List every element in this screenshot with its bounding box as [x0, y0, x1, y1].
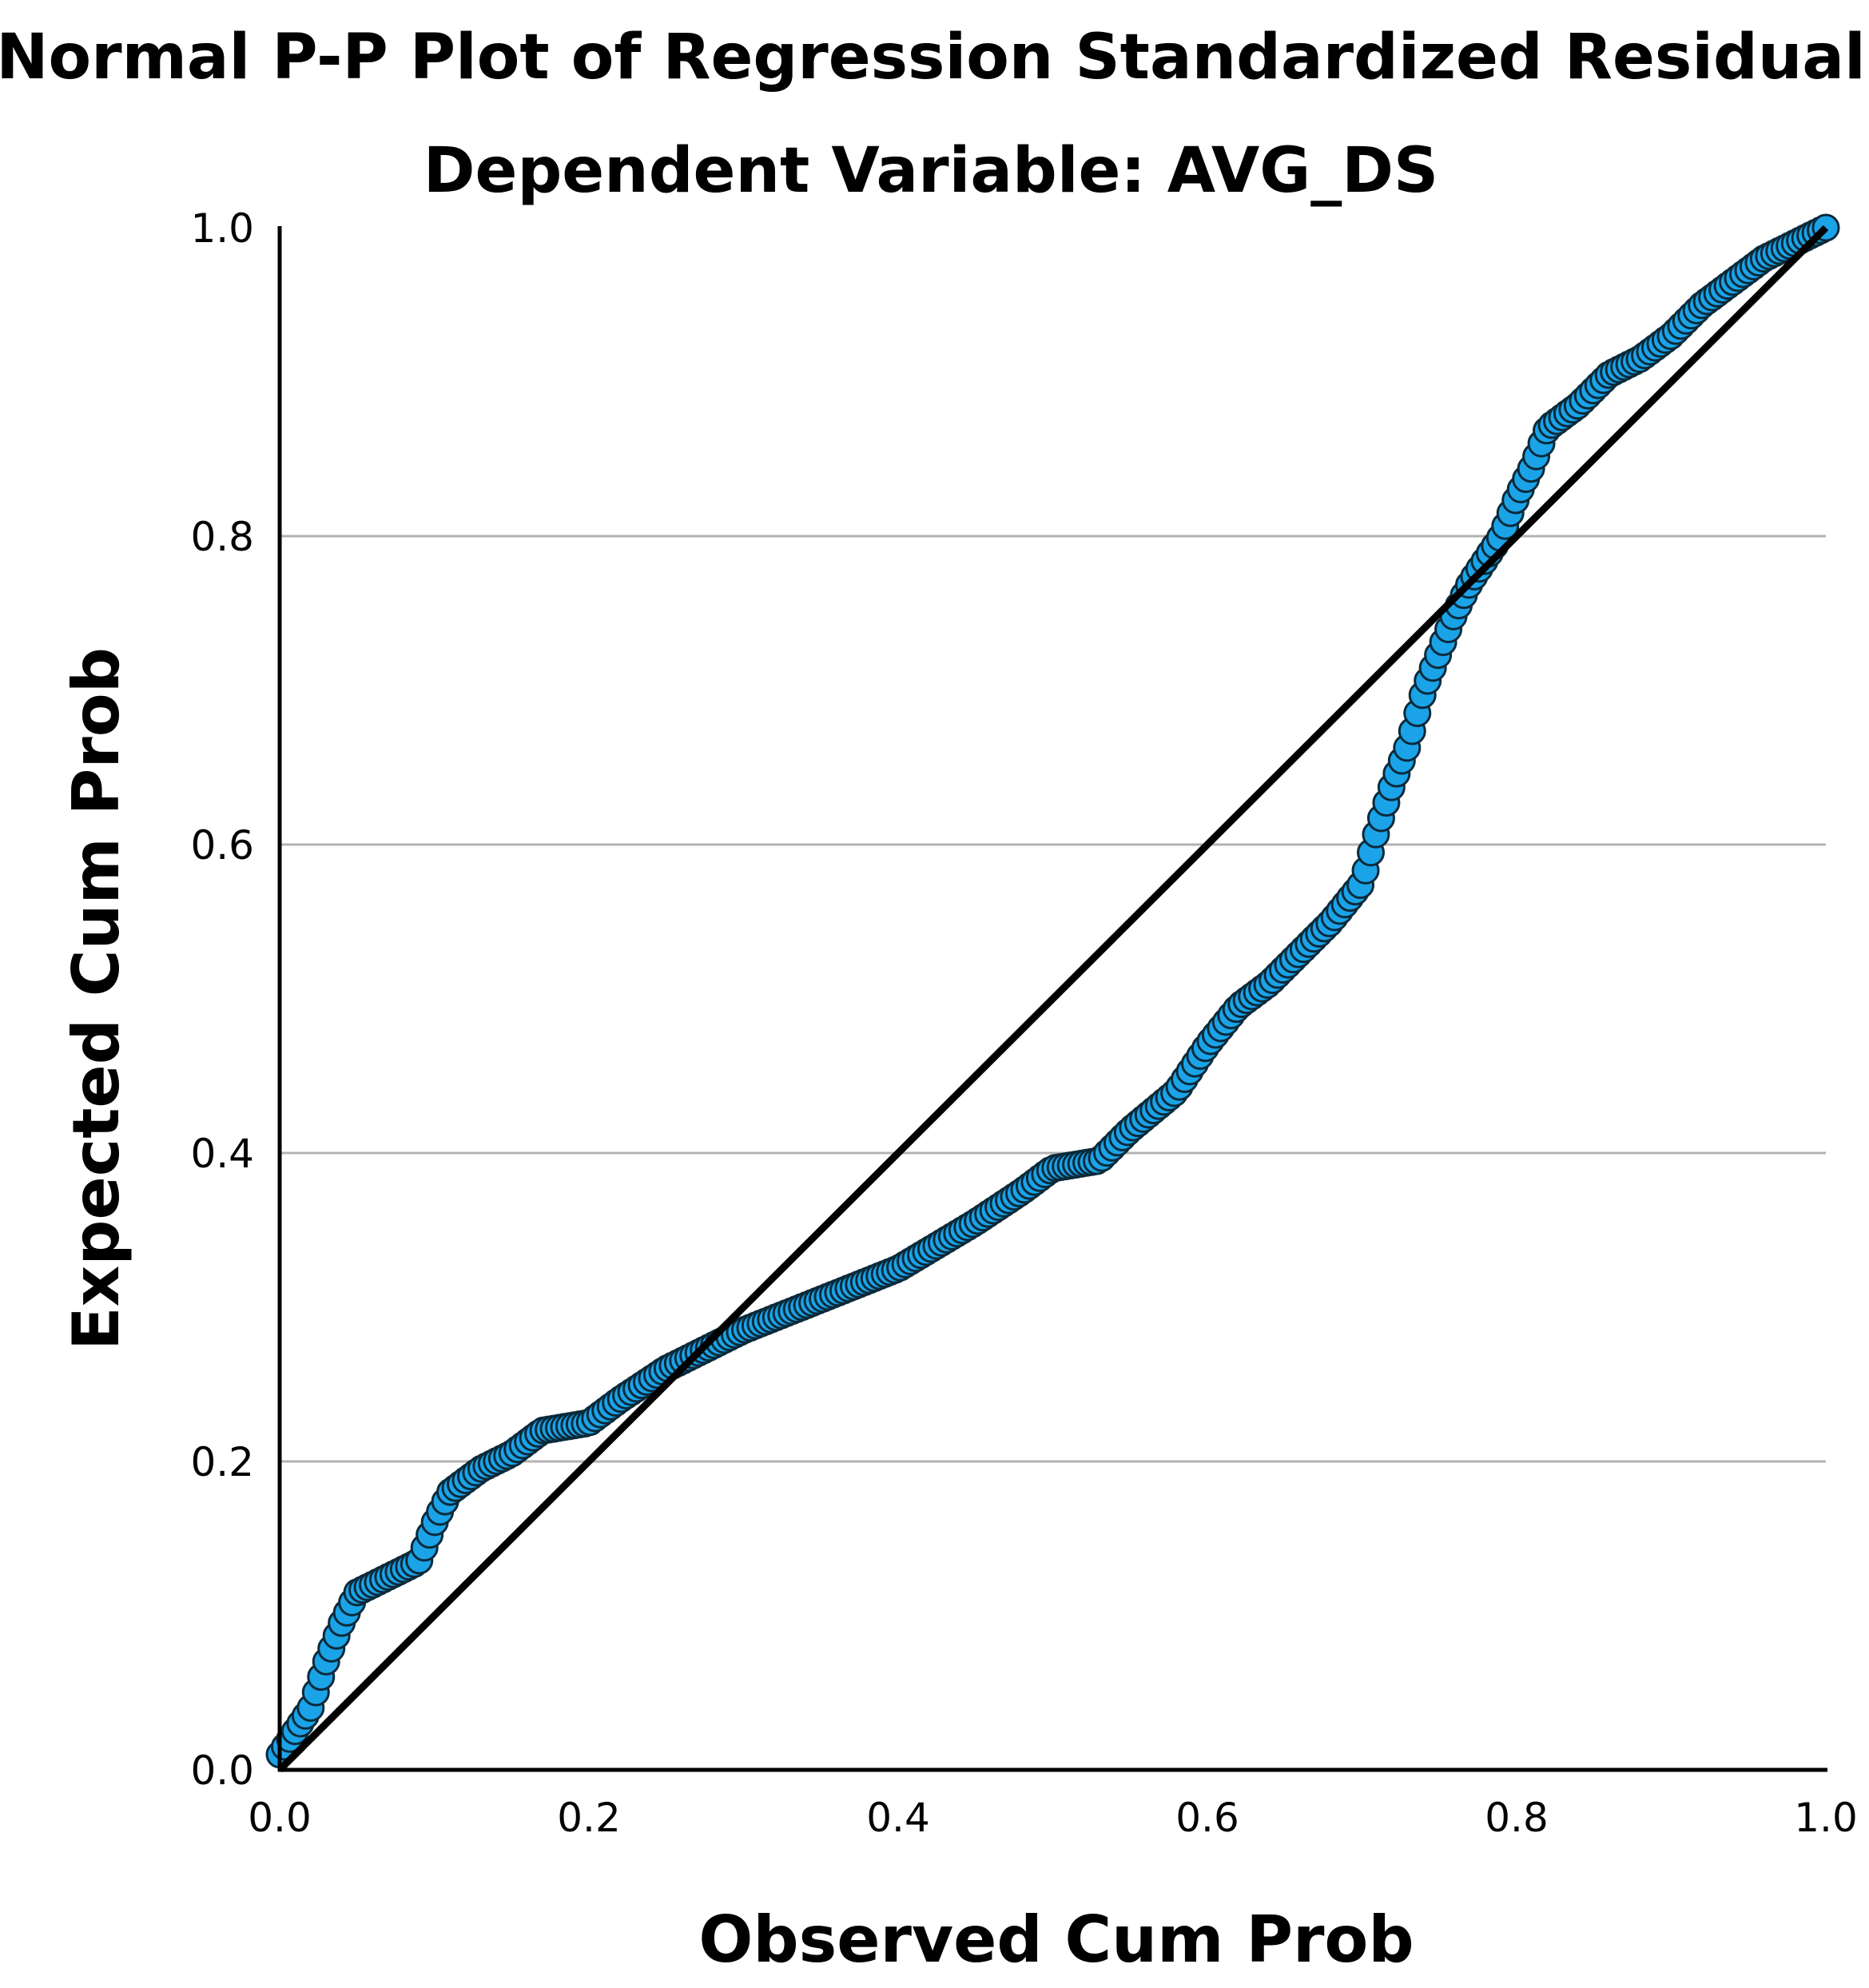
x-axis-label: Observed Cum Prob: [698, 1903, 1414, 1977]
gridlines: [280, 535, 1826, 1463]
y-tick-label: 0.4: [190, 1131, 254, 1177]
y-tick-label: 0.2: [190, 1439, 254, 1485]
y-tick-label: 1.0: [190, 205, 254, 252]
y-tick-label: 0.8: [190, 514, 254, 560]
y-axis-label: Expected Cum Prob: [59, 647, 133, 1350]
x-tick-labels: 0.0 0.2 0.4 0.6 0.8 1.0: [248, 1795, 1858, 1841]
y-tick-label: 0.6: [190, 822, 254, 869]
reference-line: [276, 225, 1829, 1773]
x-tick-label: 0.0: [248, 1795, 312, 1841]
x-tick-label: 0.4: [866, 1795, 930, 1841]
chart-subtitle: Dependent Variable: AVG_DS: [424, 135, 1438, 207]
reference-line-group: [276, 225, 1829, 1773]
data-points: [265, 213, 1840, 1769]
x-tick-label: 0.8: [1485, 1795, 1549, 1841]
y-tick-labels: 0.0 0.2 0.4 0.6 0.8 1.0: [190, 205, 254, 1794]
x-tick-label: 1.0: [1794, 1795, 1858, 1841]
chart-title: Normal P-P Plot of Regression Standardiz…: [0, 22, 1866, 93]
x-tick-label: 0.6: [1175, 1795, 1239, 1841]
x-tick-label: 0.2: [557, 1795, 621, 1841]
y-tick-label: 0.0: [190, 1747, 254, 1794]
